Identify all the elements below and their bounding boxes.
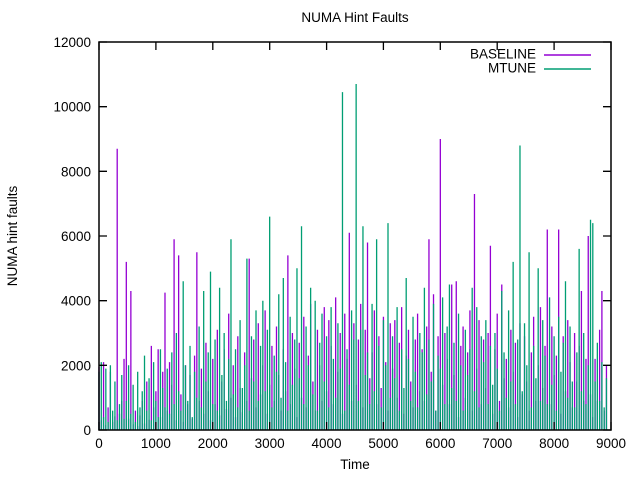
x-tick-label: 8000 [539,436,569,451]
y-tick-label: 2000 [61,358,91,373]
chart-title: NUMA Hint Faults [301,10,409,25]
series-mtune [98,84,608,430]
y-tick-label: 0 [83,423,91,438]
x-tick-label: 5000 [368,436,398,451]
x-tick-label: 6000 [425,436,455,451]
y-tick-label: 10000 [53,100,91,115]
x-tick-label: 3000 [255,436,285,451]
x-tick-label: 2000 [198,436,228,451]
x-axis-label: Time [340,457,370,472]
x-tick-label: 9000 [596,436,626,451]
axis-ticks [98,41,612,431]
y-tick-label: 6000 [61,229,91,244]
y-tick-label: 12000 [53,35,91,50]
tick-labels: 0 1000 2000 3000 4000 5000 6000 7000 8000 9000 0 20… [53,35,626,451]
series-group [98,84,608,430]
y-axis-label: NUMA hint faults [5,185,20,286]
x-tick-label: 0 [95,436,103,451]
x-tick-label: 1000 [141,436,171,451]
x-tick-label: 4000 [312,436,342,451]
x-tick-label: 7000 [482,436,512,451]
y-tick-label: 8000 [61,164,91,179]
y-tick-label: 4000 [61,294,91,309]
series-baseline [98,139,608,430]
legend-label-mtune: MTUNE [488,61,536,76]
legend-label-baseline: BASELINE [470,47,536,62]
